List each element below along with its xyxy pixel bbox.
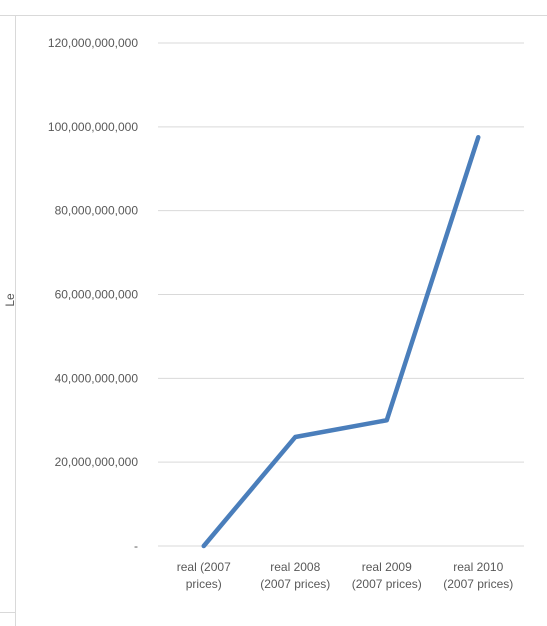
y-tick-label: 40,000,000,000 bbox=[55, 371, 139, 385]
x-tick-label: real 2008 (2007 prices) bbox=[260, 560, 330, 591]
y-axis-tick-labels: - 20,000,000,000 40,000,000,000 60,000,000,… bbox=[48, 36, 138, 553]
x-tick-label-line: real 2009 bbox=[362, 560, 412, 574]
x-axis-tick-labels: real (2007 prices)real 2008 (2007 prices)r… bbox=[177, 560, 514, 591]
x-tick-label-line: (2007 prices) bbox=[352, 577, 422, 591]
x-tick-label-line: real 2010 bbox=[453, 560, 503, 574]
x-tick-label: real 2010 (2007 prices) bbox=[443, 560, 513, 591]
chart-frame-top-border bbox=[0, 15, 547, 16]
x-tick-label: real (2007 prices) bbox=[177, 560, 231, 591]
chart-frame-bottom-mark bbox=[0, 612, 16, 613]
y-tick-label: 60,000,000,000 bbox=[55, 288, 139, 302]
y-tick-label: 20,000,000,000 bbox=[55, 455, 139, 469]
series-lines bbox=[201, 135, 481, 549]
y-tick-label: 80,000,000,000 bbox=[55, 204, 139, 218]
y-tick-label: - bbox=[134, 539, 138, 553]
x-tick-label-line: prices) bbox=[186, 577, 222, 591]
series-line bbox=[201, 135, 481, 549]
x-tick-label-line: real (2007 bbox=[177, 560, 231, 574]
y-tick-label: 120,000,000,000 bbox=[48, 36, 138, 50]
gridlines bbox=[158, 42, 524, 547]
chart-frame-left-border bbox=[15, 15, 16, 626]
x-tick-label: real 2009 (2007 prices) bbox=[352, 560, 422, 591]
y-axis-title: Le bbox=[3, 293, 17, 307]
x-tick-label-line: (2007 prices) bbox=[443, 577, 513, 591]
y-tick-label: 100,000,000,000 bbox=[48, 120, 138, 134]
x-tick-label-line: (2007 prices) bbox=[260, 577, 330, 591]
x-tick-label-line: real 2008 bbox=[270, 560, 320, 574]
